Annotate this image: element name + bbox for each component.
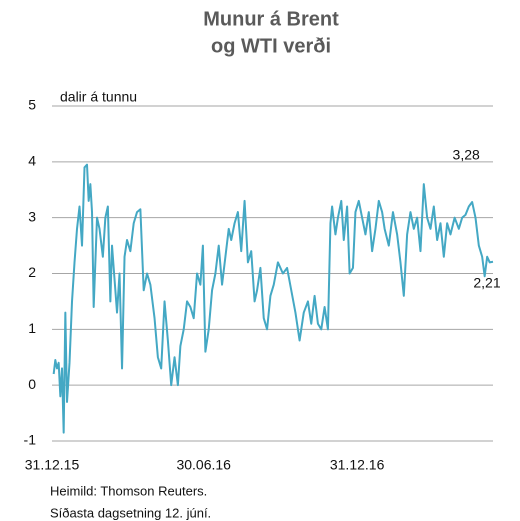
y-tick-label: 3 — [28, 208, 36, 224]
y-tick-label: 0 — [28, 376, 36, 392]
data-line — [52, 163, 494, 434]
y-tick-label: 4 — [28, 153, 36, 169]
x-tick-label: 30.06.16 — [176, 457, 231, 473]
x-tick-label: 31.12.15 — [25, 457, 80, 473]
y-tick-label: 5 — [28, 97, 36, 113]
annotation: 2,21 — [473, 274, 500, 290]
y-tick-label: 1 — [28, 320, 36, 336]
source: Heimild: Thomson Reuters. — [50, 483, 207, 498]
y-tick-label: 2 — [28, 264, 36, 280]
y-tick-label: -1 — [24, 432, 37, 448]
chart-title: og WTI verði — [211, 35, 331, 57]
note: Síðasta dagsetning 12. júní. — [50, 505, 211, 520]
x-tick-label: 31.12.16 — [330, 457, 385, 473]
annotation: 3,28 — [453, 147, 480, 163]
y-axis-label: dalir á tunnu — [60, 89, 137, 105]
chart-title: Munur á Brent — [203, 8, 339, 30]
